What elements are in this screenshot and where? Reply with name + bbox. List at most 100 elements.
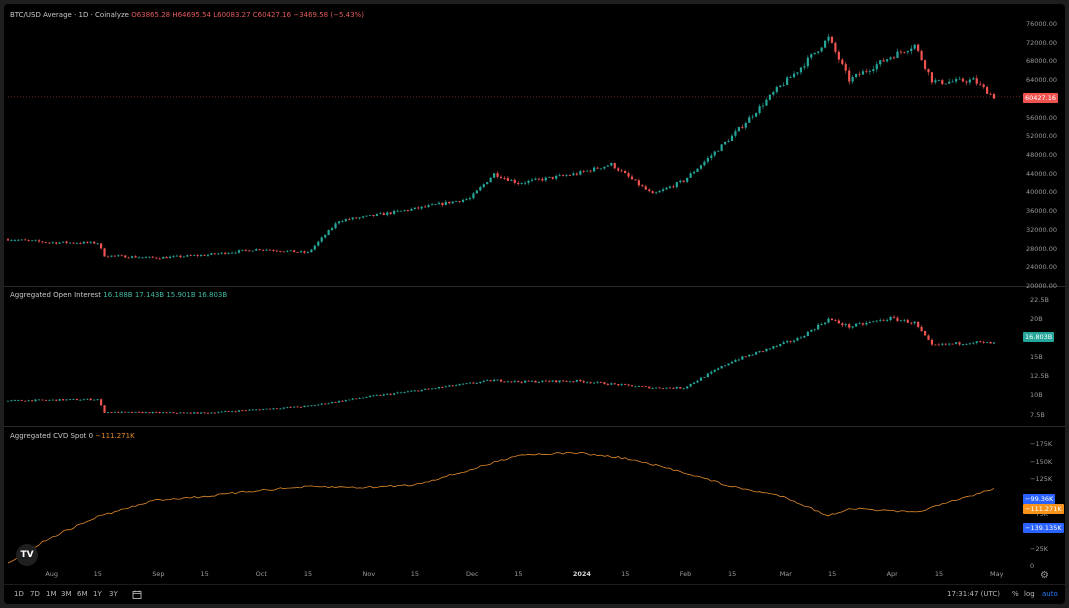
y-tick-label: 15B [1030, 353, 1043, 362]
candle-body [675, 182, 678, 188]
log-toggle[interactable]: log [1024, 590, 1035, 598]
candle-body [48, 399, 51, 401]
x-tick-label: May [990, 570, 1004, 578]
candle-body [303, 251, 306, 253]
candle-body [158, 258, 161, 260]
candle-body [141, 412, 144, 414]
candle-body [162, 257, 165, 259]
candle-body [358, 398, 361, 399]
candle-body [661, 189, 665, 191]
candle-body [337, 400, 341, 403]
candle-body [193, 412, 196, 414]
candle-body [317, 241, 320, 246]
candle-body [875, 64, 878, 70]
candle-body [237, 410, 241, 412]
cvd-low-tag: −139.135K [1023, 523, 1064, 533]
oi-legend: Aggregated Open Interest 16.188B 17.143B… [10, 291, 227, 299]
range-1m-button[interactable]: 1M [46, 590, 57, 598]
candle-body [413, 390, 416, 392]
candle-body [917, 44, 920, 51]
candle-body [541, 179, 544, 181]
candle-body [389, 393, 392, 395]
x-tick-label: Aug [45, 570, 59, 578]
candle-body [310, 249, 313, 253]
candle-body [692, 382, 696, 384]
candle-body [282, 407, 285, 409]
candle-body [172, 412, 175, 414]
utc-clock[interactable]: 17:31:47 (UTC) [947, 590, 1001, 598]
candle-body [882, 319, 885, 321]
candle-body [403, 210, 406, 211]
candle-body [451, 385, 454, 387]
candle-body [399, 210, 403, 212]
candle-body [117, 255, 120, 257]
time-axis[interactable]: Aug 15 Sep 15 Oct 15 Nov 15 Dec 15 2024 15 Feb 15 Mar 1… [4, 567, 1065, 583]
pane-separator[interactable] [4, 426, 1065, 427]
candle-body [582, 381, 585, 383]
candle-body [934, 80, 937, 83]
candle-body [568, 381, 572, 383]
candle-body [817, 51, 820, 53]
candle-body [479, 187, 482, 191]
candle-body [134, 256, 137, 258]
candle-body [854, 74, 858, 78]
candle-body [720, 144, 723, 151]
tradingview-logo[interactable]: TV [16, 544, 38, 566]
range-6m-button[interactable]: 6M [77, 590, 88, 598]
candle-body [617, 384, 620, 386]
candle-body [789, 341, 792, 342]
range-3y-button[interactable]: 3Y [109, 590, 118, 598]
calendar-range-icon[interactable] [132, 590, 142, 601]
candle-body [530, 179, 534, 181]
candle-body [599, 381, 603, 383]
candle-body [668, 387, 672, 389]
range-1y-button[interactable]: 1Y [93, 590, 102, 598]
y-tick-label: 22.5B [1030, 296, 1049, 304]
range-1d-button[interactable]: 1D [14, 590, 24, 598]
cvd-line [7, 452, 995, 564]
candle-body [903, 52, 906, 53]
candle-body [510, 179, 513, 181]
candle-body [75, 399, 79, 401]
candle-body [444, 201, 447, 205]
candle-body [168, 412, 172, 414]
candle-body [889, 316, 892, 321]
range-7d-button[interactable]: 7D [30, 590, 40, 598]
candle-body [313, 405, 316, 407]
percent-toggle[interactable]: % [1012, 590, 1019, 598]
auto-scale-toggle[interactable]: auto [1042, 590, 1058, 598]
candle-body [306, 405, 310, 407]
candle-body [503, 381, 506, 383]
candle-body [982, 84, 985, 88]
candle-body [851, 326, 854, 328]
candle-body [937, 344, 940, 346]
settings-gear-icon[interactable]: ⚙ [1040, 570, 1049, 581]
candle-body [727, 141, 730, 142]
candle-body [834, 320, 837, 321]
pane-separator[interactable] [4, 286, 1065, 287]
candle-body [651, 191, 654, 194]
candle-body [110, 255, 113, 257]
candle-body [944, 343, 947, 345]
candle-body [975, 78, 978, 84]
oi-values: 16.188B 17.143B 15.901B 16.803B [103, 291, 228, 299]
candle-body [965, 344, 968, 345]
chart-canvas[interactable] [4, 4, 1065, 604]
range-3m-button[interactable]: 3M [61, 590, 72, 598]
candle-body [324, 403, 327, 405]
y-tick-label: 56000.00 [1026, 113, 1058, 122]
candle-body [344, 219, 347, 222]
candle-body [86, 398, 89, 400]
candle-body [713, 151, 716, 156]
candle-body [810, 330, 813, 332]
candle-body [37, 240, 41, 242]
candle-body [372, 214, 375, 216]
candle-body [827, 318, 830, 323]
candle-body [627, 384, 630, 386]
candle-body [817, 324, 820, 330]
candle-body [865, 322, 868, 325]
candle-body [668, 186, 672, 188]
candle-body [875, 320, 878, 322]
candle-body [679, 387, 682, 389]
y-tick-label: 7.5B [1030, 410, 1045, 419]
